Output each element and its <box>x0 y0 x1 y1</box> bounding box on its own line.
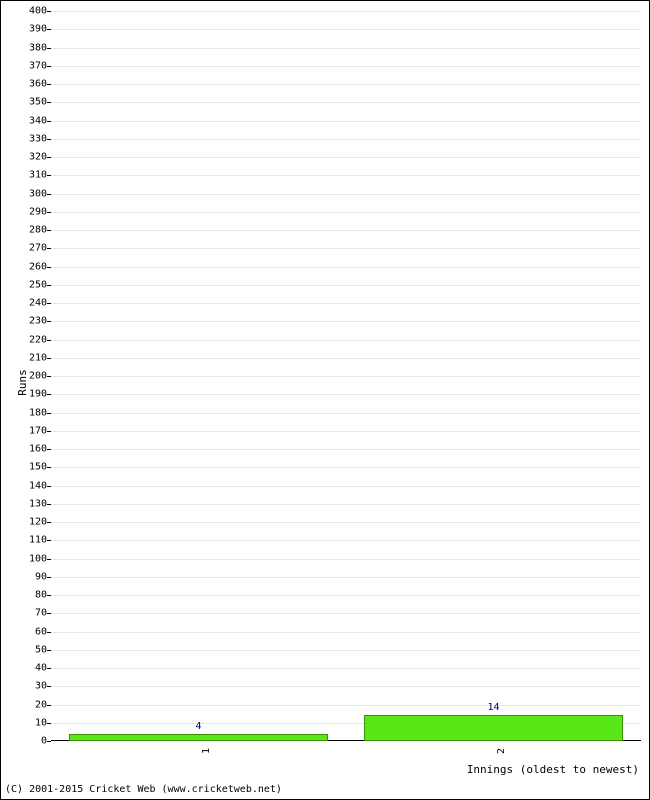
y-tick-mark <box>47 102 51 103</box>
y-tick-mark <box>47 11 51 12</box>
y-tick-mark <box>47 194 51 195</box>
y-tick-mark <box>47 358 51 359</box>
gridline <box>51 431 641 432</box>
gridline <box>51 29 641 30</box>
y-tick-mark <box>47 449 51 450</box>
y-tick-mark <box>47 613 51 614</box>
x-axis-title: Innings (oldest to newest) <box>467 763 639 776</box>
gridline <box>51 48 641 49</box>
gridline <box>51 668 641 669</box>
y-tick-mark <box>47 340 51 341</box>
chart-container: 0102030405060708090100110120130140150160… <box>0 0 650 800</box>
y-tick-mark <box>47 413 51 414</box>
y-tick-mark <box>47 486 51 487</box>
y-tick-mark <box>47 467 51 468</box>
gridline <box>51 11 641 12</box>
gridline <box>51 102 641 103</box>
y-tick-mark <box>47 376 51 377</box>
y-tick-mark <box>47 285 51 286</box>
y-tick-mark <box>47 303 51 304</box>
bar <box>364 715 624 741</box>
y-tick-mark <box>47 267 51 268</box>
gridline <box>51 504 641 505</box>
gridline <box>51 376 641 377</box>
y-tick-mark <box>47 705 51 706</box>
gridline <box>51 686 641 687</box>
gridline <box>51 340 641 341</box>
y-tick-mark <box>47 212 51 213</box>
gridline <box>51 467 641 468</box>
x-tick-label: 1 <box>199 748 212 754</box>
gridline <box>51 66 641 67</box>
y-tick-mark <box>47 668 51 669</box>
bar-value-label: 14 <box>487 702 499 713</box>
y-tick-mark <box>47 321 51 322</box>
y-tick-mark <box>47 595 51 596</box>
gridline <box>51 486 641 487</box>
gridline <box>51 175 641 176</box>
y-tick-mark <box>47 741 51 742</box>
y-tick-mark <box>47 139 51 140</box>
gridline <box>51 394 641 395</box>
y-tick-mark <box>47 632 51 633</box>
gridline <box>51 157 641 158</box>
y-tick-mark <box>47 577 51 578</box>
y-tick-mark <box>47 230 51 231</box>
gridline <box>51 121 641 122</box>
gridline <box>51 212 641 213</box>
y-tick-mark <box>47 394 51 395</box>
y-tick-mark <box>47 540 51 541</box>
y-tick-mark <box>47 504 51 505</box>
y-tick-mark <box>47 84 51 85</box>
y-tick-mark <box>47 121 51 122</box>
gridline <box>51 522 641 523</box>
gridline <box>51 449 641 450</box>
bar <box>69 734 329 741</box>
y-tick-mark <box>47 522 51 523</box>
gridline <box>51 613 641 614</box>
gridline <box>51 650 641 651</box>
y-axis-title: Runs <box>16 369 29 396</box>
gridline <box>51 194 641 195</box>
gridline <box>51 705 641 706</box>
x-tick-label: 2 <box>494 748 507 754</box>
y-tick-mark <box>47 686 51 687</box>
y-tick-mark <box>47 559 51 560</box>
y-tick-mark <box>47 248 51 249</box>
gridline <box>51 285 641 286</box>
plot-area: 0102030405060708090100110120130140150160… <box>51 11 641 741</box>
bar-value-label: 4 <box>195 721 201 732</box>
y-tick-mark <box>47 29 51 30</box>
gridline <box>51 303 641 304</box>
gridline <box>51 358 641 359</box>
gridline <box>51 577 641 578</box>
gridline <box>51 632 641 633</box>
gridline <box>51 413 641 414</box>
copyright-text: (C) 2001-2015 Cricket Web (www.cricketwe… <box>5 784 282 795</box>
gridline <box>51 595 641 596</box>
y-tick-mark <box>47 48 51 49</box>
gridline <box>51 321 641 322</box>
gridline <box>51 84 641 85</box>
y-tick-mark <box>47 650 51 651</box>
gridline <box>51 267 641 268</box>
y-tick-mark <box>47 157 51 158</box>
y-tick-mark <box>47 66 51 67</box>
y-tick-mark <box>47 175 51 176</box>
gridline <box>51 559 641 560</box>
gridline <box>51 230 641 231</box>
gridline <box>51 248 641 249</box>
gridline <box>51 139 641 140</box>
gridline <box>51 540 641 541</box>
y-tick-mark <box>47 723 51 724</box>
y-tick-mark <box>47 431 51 432</box>
